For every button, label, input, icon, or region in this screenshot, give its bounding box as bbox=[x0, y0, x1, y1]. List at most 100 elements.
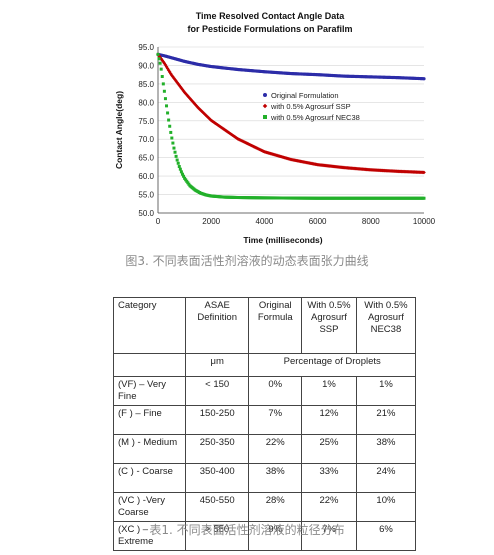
table-caption: 表1. 不同表面活性剂溶液的粒径分布 bbox=[149, 523, 345, 537]
data-point bbox=[163, 97, 167, 101]
data-point bbox=[173, 150, 177, 154]
data-point bbox=[167, 118, 171, 122]
table-row: (F ) – Fine 150-250 7% 12% 21% bbox=[113, 405, 417, 435]
x-tick-label: 10000 bbox=[413, 217, 436, 226]
figure-caption: 图3. 不同表面活性剂溶液的动态表面张力曲线 bbox=[125, 254, 369, 268]
header-asae: ASAE Definition bbox=[184, 297, 250, 354]
cell-asae: 250-350 bbox=[184, 434, 250, 464]
unit-row: μm Percentage of Droplets bbox=[113, 353, 416, 377]
cell-category: (XC ) – Extreme bbox=[113, 521, 186, 551]
data-point bbox=[174, 154, 178, 158]
data-point bbox=[168, 124, 172, 128]
legend-label: with 0.5% Agrosurf SSP bbox=[270, 102, 351, 111]
table-row: (VF) – Very Fine < 150 0% 1% 1% bbox=[113, 376, 417, 406]
x-tick-label: 6000 bbox=[309, 217, 327, 226]
header-ssp: With 0.5% Agrosurf SSP bbox=[301, 297, 357, 354]
data-point bbox=[156, 52, 160, 56]
x-tick-label: 4000 bbox=[256, 217, 274, 226]
data-point bbox=[158, 61, 162, 65]
cell-ssp: 12% bbox=[301, 405, 357, 435]
x-tick-label: 0 bbox=[156, 217, 161, 226]
cell-ssp: 22% bbox=[301, 492, 357, 522]
cell-category: (F ) – Fine bbox=[113, 405, 186, 435]
cell-original: 28% bbox=[248, 492, 303, 522]
cell-asae: > 550 bbox=[184, 521, 250, 551]
data-point bbox=[171, 141, 175, 145]
data-point bbox=[169, 130, 173, 134]
cell-original: 38% bbox=[248, 463, 303, 493]
data-point bbox=[182, 174, 186, 178]
data-point bbox=[175, 158, 179, 162]
cell-category: (M ) - Medium bbox=[113, 434, 186, 464]
y-tick-label: 75.0 bbox=[138, 117, 154, 126]
cell-nec38: 38% bbox=[355, 434, 417, 464]
cell-nec38: 21% bbox=[355, 405, 417, 435]
legend-label: with 0.5% Agrosurf NEC38 bbox=[270, 113, 360, 122]
data-point bbox=[160, 75, 164, 79]
cell-ssp: 1% bbox=[301, 376, 357, 406]
cell-ssp: 7% bbox=[301, 521, 357, 551]
x-tick-label: 2000 bbox=[202, 217, 220, 226]
table-row: (VC ) -Very Coarse 450-550 28% 22% 10% bbox=[113, 492, 417, 522]
cell-asae: 350-400 bbox=[184, 463, 250, 493]
legend-marker bbox=[262, 103, 268, 109]
y-axis-label: Contact Angle(deg) bbox=[114, 91, 124, 169]
cell-original: 7% bbox=[248, 405, 303, 435]
series-3 bbox=[156, 52, 426, 200]
grid-layer bbox=[158, 46, 424, 214]
series-1 bbox=[156, 52, 426, 81]
table-header-row: Category ASAE Definition Original Formul… bbox=[113, 297, 417, 354]
cell-category: (VC ) -Very Coarse bbox=[113, 492, 186, 522]
y-tick-label: 90.0 bbox=[138, 61, 154, 70]
legend-marker bbox=[263, 93, 267, 97]
table-row: (C ) - Coarse 350-400 38% 33% 24% bbox=[113, 463, 417, 493]
cell-nec38: 1% bbox=[355, 376, 417, 406]
cell-nec38: 10% bbox=[355, 492, 417, 522]
cell-asae: < 150 bbox=[184, 376, 250, 406]
data-point bbox=[161, 82, 165, 86]
y-tick-label: 50.0 bbox=[138, 209, 154, 218]
droplet-size-table: Category ASAE Definition Original Formul… bbox=[113, 297, 417, 551]
data-point bbox=[179, 170, 183, 174]
header-nec38: With 0.5% Agrosurf NEC38 bbox=[355, 297, 417, 354]
cell-nec38: 24% bbox=[355, 463, 417, 493]
header-original: Original Formula bbox=[248, 297, 303, 354]
data-point bbox=[422, 170, 426, 175]
data-point bbox=[422, 77, 426, 81]
unit-percentage: Percentage of Droplets bbox=[248, 353, 416, 377]
y-tick-label: 85.0 bbox=[138, 80, 154, 89]
data-point bbox=[422, 196, 426, 200]
y-tick-label: 60.0 bbox=[138, 172, 154, 181]
cell-nec38: 6% bbox=[355, 521, 417, 551]
data-point bbox=[170, 136, 174, 140]
legend: Original Formulation with 0.5% Agrosurf S… bbox=[262, 91, 360, 122]
data-layer bbox=[156, 52, 426, 200]
y-tick-label: 55.0 bbox=[138, 191, 154, 200]
legend-label: Original Formulation bbox=[271, 91, 339, 100]
data-point bbox=[157, 57, 161, 61]
y-tick-label: 95.0 bbox=[138, 43, 154, 52]
cell-original: 22% bbox=[248, 434, 303, 464]
cell-ssp: 25% bbox=[301, 434, 357, 464]
data-point bbox=[172, 146, 176, 150]
data-point bbox=[180, 172, 184, 176]
header-category: Category bbox=[113, 297, 186, 354]
data-point bbox=[178, 167, 182, 171]
cell-category: (VF) – Very Fine bbox=[113, 376, 186, 406]
data-point bbox=[159, 67, 163, 71]
unit-um: μm bbox=[184, 353, 250, 377]
x-axis-label: Time (milliseconds) bbox=[243, 235, 322, 245]
y-tick-label: 80.0 bbox=[138, 98, 154, 107]
legend-marker bbox=[263, 115, 267, 119]
data-point bbox=[166, 111, 170, 115]
table-row: (M ) - Medium 250-350 22% 25% 38% bbox=[113, 434, 417, 464]
cell-asae: 150-250 bbox=[184, 405, 250, 435]
y-tick-label: 65.0 bbox=[138, 154, 154, 163]
data-point bbox=[162, 89, 166, 93]
data-point bbox=[177, 165, 181, 169]
chart-title-line-2: for Pesticide Formulations on Parafilm bbox=[187, 24, 352, 34]
table-row: (XC ) – Extreme > 550 9% 7% 6% bbox=[113, 521, 417, 551]
unit-blank bbox=[113, 353, 186, 377]
y-tick-label: 70.0 bbox=[138, 135, 154, 144]
contact-angle-chart: Time Resolved Contact Angle Data for Pes… bbox=[114, 11, 436, 245]
